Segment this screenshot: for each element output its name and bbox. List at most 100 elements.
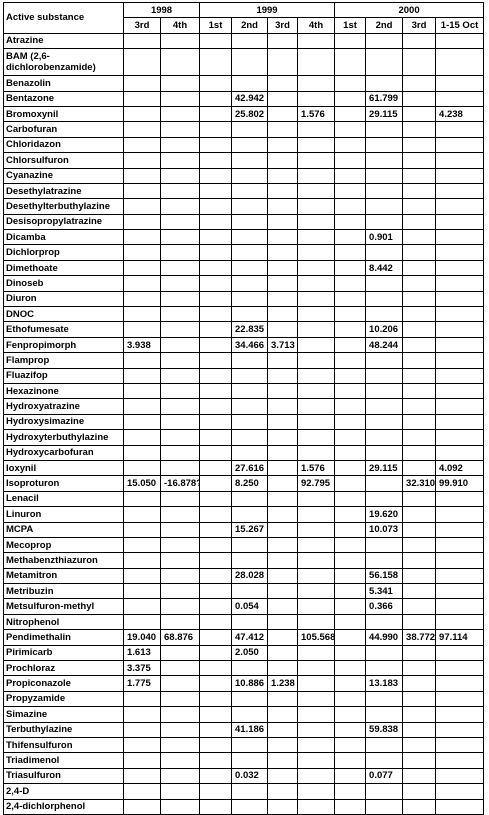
value-cell	[402, 167, 437, 184]
value-cell	[159, 675, 201, 692]
substance-name: Dicamba	[3, 229, 124, 246]
value-cell: 2.050	[231, 644, 269, 662]
value-cell	[435, 675, 485, 692]
table-row: Diuron	[3, 290, 485, 308]
value-cell: 10.886	[231, 675, 269, 692]
value-cell	[231, 136, 269, 154]
value-cell	[123, 690, 161, 708]
quarter-header: 2nd	[231, 17, 269, 34]
value-cell	[159, 229, 201, 246]
value-cell	[267, 660, 299, 677]
value-cell	[365, 444, 404, 461]
value-cell	[334, 306, 367, 323]
value-cell	[297, 413, 336, 431]
value-cell	[123, 598, 161, 615]
value-cell	[297, 444, 336, 461]
substance-name: DNOC	[3, 306, 124, 323]
value-cell	[297, 259, 336, 277]
value-cell	[231, 290, 269, 308]
value-cell	[159, 244, 201, 261]
substance-name: MCPA	[3, 521, 124, 538]
substance-name: Atrazine	[3, 32, 124, 50]
value-cell	[334, 32, 367, 50]
substance-name: Mecoprop	[3, 536, 124, 554]
value-cell	[123, 213, 161, 231]
value-cell	[297, 167, 336, 184]
value-cell	[199, 567, 233, 585]
value-cell: 56.158	[365, 567, 404, 585]
value-cell	[199, 583, 233, 600]
value-cell	[267, 583, 299, 600]
value-cell	[435, 767, 485, 785]
value-cell	[435, 490, 485, 508]
value-cell: 19.040	[123, 629, 161, 646]
value-cell	[334, 490, 367, 508]
value-cell: 1.775	[123, 675, 161, 692]
value-cell	[267, 536, 299, 554]
value-cell	[199, 536, 233, 554]
value-cell	[159, 198, 201, 215]
value-cell	[334, 367, 367, 384]
value-cell	[334, 336, 367, 354]
substance-name: Linuron	[3, 506, 124, 523]
value-cell	[231, 536, 269, 554]
table-row: Bentazone 42.942 61.799	[3, 90, 485, 107]
value-cell	[334, 613, 367, 631]
value-cell	[199, 798, 233, 815]
value-cell	[159, 259, 201, 277]
value-cell	[267, 521, 299, 538]
value-cell	[159, 182, 201, 200]
value-cell	[231, 229, 269, 246]
value-cell	[159, 213, 201, 231]
value-cell	[159, 367, 201, 384]
value-cell	[199, 429, 233, 446]
value-cell	[402, 398, 437, 415]
residue-table: Active substance 1998 1999 2000 3rd 4th 1s…	[3, 1, 485, 815]
value-cell	[159, 398, 201, 415]
value-cell	[297, 290, 336, 308]
value-cell: 19.620	[365, 506, 404, 523]
value-cell: 3.375	[123, 660, 161, 677]
value-cell	[199, 767, 233, 785]
value-cell	[159, 321, 201, 338]
value-cell	[199, 690, 233, 708]
value-cell	[123, 613, 161, 631]
value-cell	[297, 521, 336, 538]
quarter-header: 1st	[334, 17, 367, 34]
value-cell	[231, 613, 269, 631]
value-cell: -16.878?	[159, 475, 201, 492]
value-cell	[231, 182, 269, 200]
quarter-header: 1st	[199, 17, 233, 34]
value-cell	[267, 213, 299, 231]
value-cell	[123, 48, 161, 77]
value-cell	[402, 767, 437, 785]
value-cell	[297, 213, 336, 231]
value-cell	[231, 352, 269, 369]
substance-name: Bentazone	[3, 90, 124, 107]
value-cell	[334, 552, 367, 569]
quarter-header-row: 3rd 4th 1st 2nd 3rd 4th 1st 2nd 3rd 1-15 Oct	[4, 17, 485, 34]
substance-name: Thifensulfuron	[3, 736, 124, 754]
value-cell	[159, 752, 201, 769]
value-cell	[159, 444, 201, 461]
value-cell	[402, 198, 437, 215]
table-row: Propyzamide	[3, 690, 485, 708]
value-cell	[297, 398, 336, 415]
value-cell	[402, 706, 437, 723]
value-cell	[435, 48, 485, 77]
table-row: 2,4-dichlorphenol	[3, 798, 485, 815]
value-cell	[199, 459, 233, 477]
value-cell	[435, 259, 485, 277]
value-cell: 5.341	[365, 583, 404, 600]
value-cell	[199, 444, 233, 461]
value-cell	[231, 706, 269, 723]
value-cell	[365, 536, 404, 554]
value-cell	[267, 32, 299, 50]
table-row: Metamitron 28.028 56.158	[3, 567, 485, 585]
substance-name: Benazolin	[3, 75, 124, 92]
value-cell	[402, 736, 437, 754]
value-cell	[435, 229, 485, 246]
value-cell	[267, 444, 299, 461]
value-cell	[402, 136, 437, 154]
value-cell	[334, 459, 367, 477]
